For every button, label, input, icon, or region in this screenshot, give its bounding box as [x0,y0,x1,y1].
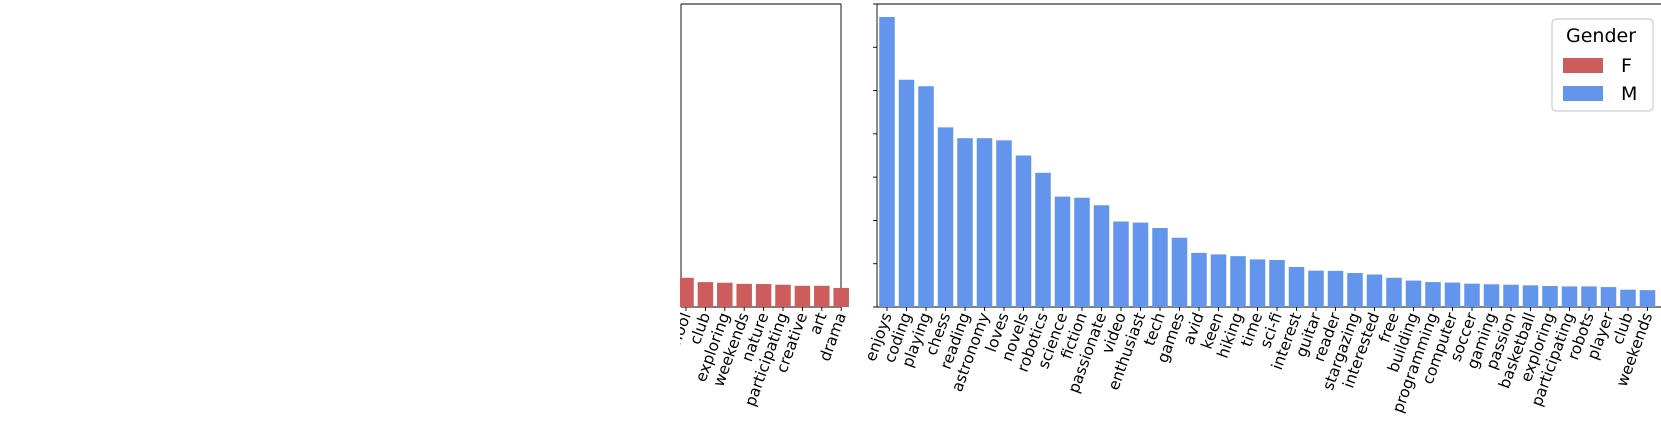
bar-novels [1015,155,1032,307]
bar-weekends [1639,290,1656,307]
bar-hiking [1230,256,1246,307]
bar-sci-fi [1269,260,1285,307]
bar-robots [1581,286,1597,307]
bar-passion [1503,284,1519,307]
bar-building [1405,280,1422,307]
bar-participating [775,284,791,307]
bar-soccer [1464,283,1480,307]
bar-stargazing [1347,273,1363,307]
bar-guitar [1308,270,1324,307]
bar-reader [1327,270,1344,307]
bar-exploring [717,282,733,307]
bar-art [814,285,830,307]
bar-creative [794,285,811,307]
bar-keen [1210,254,1227,307]
bar-participating [1561,286,1578,307]
legend: Gender F M [1551,18,1654,112]
bar-player [1600,287,1617,307]
bar-school [680,277,694,307]
bar-nature [755,284,772,307]
legend-label-m: M [1621,83,1637,105]
bar-avid [1191,252,1207,307]
bar-video [1113,221,1129,307]
bar-time [1249,259,1266,307]
bar-fiction [1074,197,1090,307]
bar-reading [957,138,973,307]
bar-exploring [1542,286,1558,307]
bar-programming [1425,282,1441,307]
bar-club [697,282,714,307]
bar-science [1054,196,1071,307]
bar-gaming [1483,284,1500,307]
bar-enthusiast [1132,222,1149,307]
bar-chess [937,127,954,307]
bar-games [1171,237,1188,307]
right-chart-panel: enjoyscodingplayingchessreadingastronomy… [862,3,1661,415]
legend-swatch-m [1563,86,1603,101]
bar-free [1386,277,1402,307]
bar-weekends [736,283,752,307]
legend-label-f: F [1621,55,1632,77]
bar-basketball [1522,285,1539,307]
legend-swatch-f [1563,58,1603,73]
bar-loves [996,140,1012,307]
bar-interested [1366,274,1383,307]
bar-club [1620,289,1636,307]
bar-computer [1444,282,1461,307]
bar-robotics [1035,172,1051,307]
bar-coding [898,79,915,307]
bar-tech [1152,228,1168,307]
bar-playing [918,86,934,307]
bar-astronomy [976,138,993,307]
legend-title: Gender [1566,25,1636,47]
bar-interest [1288,266,1305,307]
bar-passionate [1093,205,1110,307]
bar-drama [833,287,849,307]
bar-enjoys [879,16,895,307]
left-chart-panel: schoolclubexploringweekendsnaturepartici… [680,3,850,409]
